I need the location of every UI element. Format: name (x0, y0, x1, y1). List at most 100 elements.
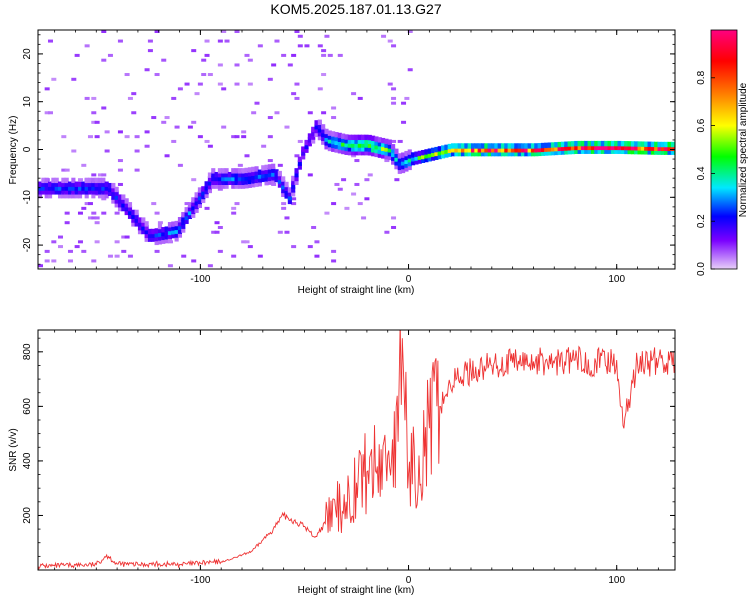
spectrogram-cell (161, 238, 166, 244)
spectrogram-cell (371, 150, 376, 157)
spectrogram-cell (104, 189, 109, 195)
spectrogram-cell (347, 146, 352, 152)
spectrogram-cell (494, 150, 499, 157)
snr-series-line (38, 330, 675, 570)
spectrogram-cell (367, 134, 372, 141)
spectrogram-cell (87, 181, 93, 187)
spectrogram-cell (357, 142, 362, 148)
spectrogram-cell (274, 39, 280, 43)
spectrogram-cell (257, 169, 262, 175)
spectrogram-cell (81, 185, 86, 191)
spectrogram-cell (344, 206, 350, 210)
spectrogram-cell (154, 30, 160, 33)
spectrogram-cell (67, 181, 73, 187)
spectrogram-cell (94, 185, 99, 191)
spectrogram-cell (201, 197, 206, 204)
spectrogram-cell (351, 192, 357, 196)
spectrogram-cell (537, 150, 542, 157)
spectrogram-cell (404, 96, 410, 100)
spectrogram-cell (507, 150, 512, 157)
spectrogram-cell (224, 168, 229, 174)
snr-x-label: Height of straight line (km) (298, 585, 415, 596)
spectrogram-cell (660, 145, 665, 152)
spectrogram-cell (354, 182, 360, 186)
spectrogram-cell (590, 144, 596, 151)
spectrogram-cell (261, 144, 267, 148)
spectrogram-cell (91, 177, 96, 184)
spectrogram-cell (624, 144, 629, 151)
spectrogram-cell (137, 221, 143, 227)
spectrogram-cell (297, 156, 302, 163)
spectrogram-cell (564, 141, 569, 147)
spectrogram-cell (341, 178, 347, 182)
spectrogram-cell (101, 30, 107, 33)
spectrogram-cell (227, 175, 232, 182)
spectrogram-cell (51, 240, 57, 244)
spectrogram-cell (38, 264, 43, 268)
spectrogram-cell (124, 73, 130, 77)
spectrogram-cell (101, 189, 106, 195)
spectrogram-cell (331, 202, 337, 206)
spectrogram-cell (197, 202, 203, 208)
spectrogram-cell (547, 146, 552, 152)
spectrogram-cell (667, 141, 672, 148)
spectrogram-cell (407, 164, 412, 171)
spectrogram-cell (244, 175, 249, 181)
spectrogram-cell (184, 82, 190, 86)
spectrogram-cell (344, 134, 349, 140)
spectrogram-cell (540, 142, 546, 149)
spectrogram-cell (264, 172, 269, 178)
spectrogram-cell (291, 183, 296, 189)
spectrogram-cell (77, 192, 83, 199)
colorbar: 0.0 0.2 0.4 0.6 0.8 Normalized spectral ampl… (696, 29, 749, 276)
spectrogram-cell (211, 171, 216, 178)
spectrogram-cell (590, 148, 596, 154)
spectrogram-cell (177, 224, 183, 231)
spectrogram-cell (197, 82, 203, 86)
spectrogram-cell (407, 153, 412, 159)
spectrogram-cell (244, 179, 249, 185)
spectrogram-cell (421, 157, 426, 164)
spectrogram-cell (74, 245, 80, 249)
snr-panel: -100 0 100 200 400 600 800 Height of straight … (8, 329, 676, 596)
spectrogram-cell (584, 144, 589, 151)
spectrogram-cell (580, 140, 586, 147)
spectrogram-cell (314, 254, 320, 258)
spectrogram-cell (387, 150, 392, 157)
spectrogram-cell (71, 181, 76, 187)
spectrogram-cell (447, 151, 452, 157)
spectrogram-cell (164, 116, 170, 120)
spectrogram-cell (624, 148, 629, 155)
spectrogram-cell (87, 202, 93, 206)
spectrogram-cell (204, 206, 210, 210)
spectrogram-cell (51, 185, 56, 191)
spectrogram-cell (77, 178, 83, 182)
snr-ticks: -100 0 100 200 400 600 800 (22, 330, 675, 586)
spectrogram-cell (84, 189, 89, 195)
spectrogram-cell (204, 188, 209, 195)
spectrogram-cell (311, 138, 316, 144)
spectrogram-cell (527, 150, 532, 157)
spectrogram-cell (207, 176, 212, 182)
spectrogram-cell (224, 171, 229, 178)
spectrogram-cell (650, 149, 655, 155)
spectrogram-cell (114, 186, 119, 193)
spectrogram-cell (201, 193, 206, 200)
spectrogram-cell (114, 194, 119, 200)
spectrogram-cell (101, 181, 106, 187)
spectrogram-cell (94, 216, 100, 220)
spectrogram-x-tick-label: -100 (190, 274, 210, 285)
spectrogram-cell (91, 192, 96, 199)
spectrogram-cell (234, 179, 239, 185)
spectrogram-cell (107, 53, 113, 57)
spectrogram-cell (600, 144, 606, 151)
spectrogram-cell (84, 185, 89, 191)
spectrogram-cell (217, 249, 223, 253)
spectrogram-y-tick-label: -10 (22, 190, 33, 205)
spectrogram-cell (191, 201, 196, 207)
spectrogram-cell (147, 39, 153, 43)
spectrogram-cell (81, 206, 87, 210)
spectrogram-cell (217, 179, 222, 185)
spectrogram-cell (337, 148, 342, 154)
spectrogram-cell (347, 138, 352, 144)
